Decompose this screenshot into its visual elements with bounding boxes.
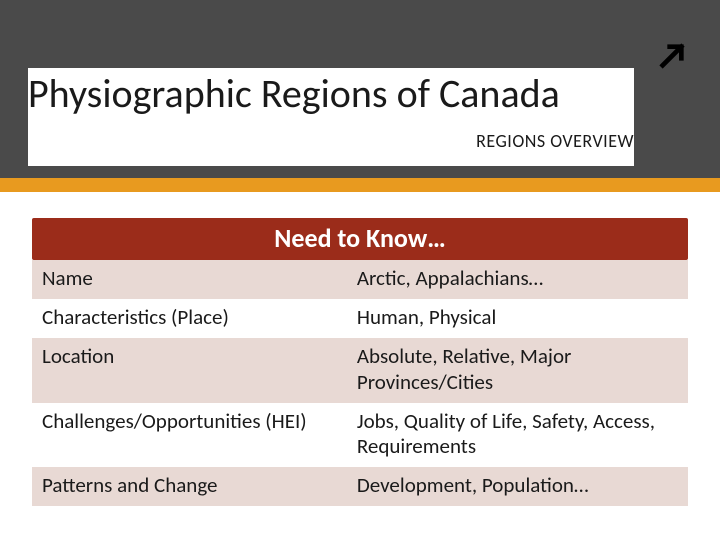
content-area: Need to Know… NameArctic, Appalachians…C… xyxy=(0,192,720,506)
row-label: Characteristics (Place) xyxy=(32,299,347,338)
table-header: Need to Know… xyxy=(32,218,688,260)
slide-subtitle: REGIONS OVERVIEW xyxy=(476,130,634,152)
slide-header: Physiographic Regions of Canada REGIONS … xyxy=(0,0,720,178)
row-label: Challenges/Opportunities (HEI) xyxy=(32,403,347,467)
table-row: Challenges/Opportunities (HEI)Jobs, Qual… xyxy=(32,403,688,467)
row-value: Development, Population… xyxy=(347,467,688,506)
table-row: LocationAbsolute, Relative, Major Provin… xyxy=(32,338,688,402)
row-value: Human, Physical xyxy=(347,299,688,338)
row-value: Arctic, Appalachians… xyxy=(347,260,688,299)
slide-title: Physiographic Regions of Canada xyxy=(28,72,608,116)
row-label: Name xyxy=(32,260,347,299)
table-row: NameArctic, Appalachians… xyxy=(32,260,688,299)
accent-bar xyxy=(0,178,720,192)
row-label: Patterns and Change xyxy=(32,467,347,506)
need-to-know-table: NameArctic, Appalachians…Characteristics… xyxy=(32,260,688,506)
row-value: Absolute, Relative, Major Provinces/Citi… xyxy=(347,338,688,402)
table-row: Patterns and ChangeDevelopment, Populati… xyxy=(32,467,688,506)
row-label: Location xyxy=(32,338,347,402)
table-row: Characteristics (Place)Human, Physical xyxy=(32,299,688,338)
row-value: Jobs, Quality of Life, Safety, Access, R… xyxy=(347,403,688,467)
arrow-icon xyxy=(658,40,686,79)
